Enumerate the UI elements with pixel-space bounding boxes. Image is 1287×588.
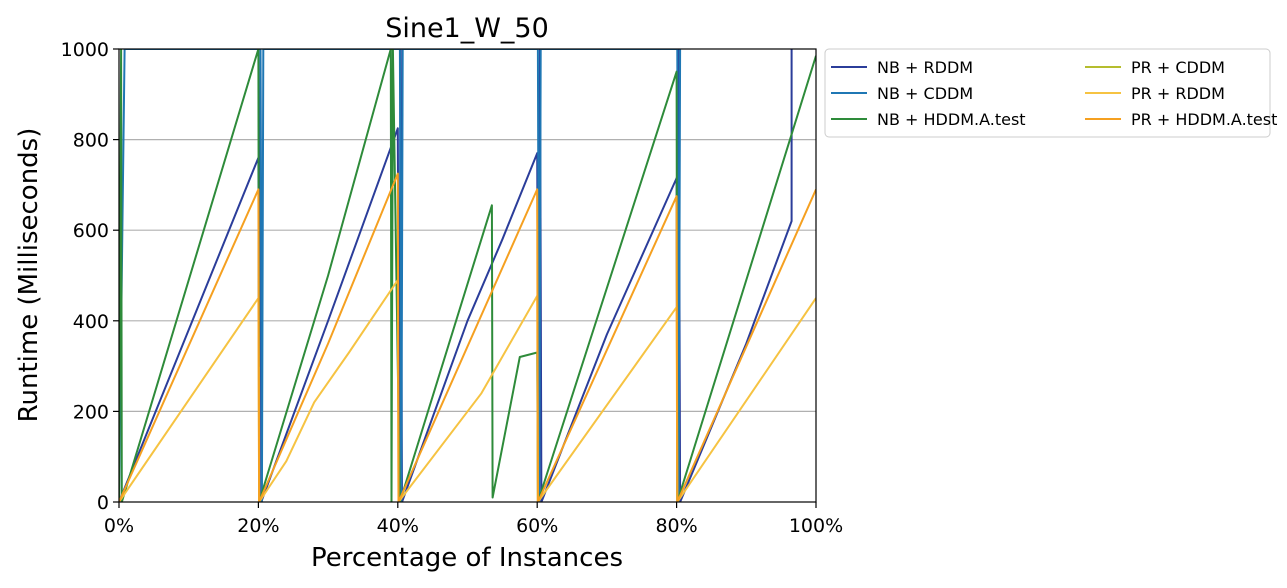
series-line-6 xyxy=(119,172,816,502)
x-tick-label: 40% xyxy=(377,515,419,537)
x-axis-label: Percentage of Instances xyxy=(311,543,623,573)
tick-layer: 0 200 400 600 800 1000 0% 20% 40% 60% 80% 100% xyxy=(61,39,844,537)
series-layer xyxy=(119,49,816,502)
y-tick-label: 400 xyxy=(73,311,109,333)
x-tick-label: 60% xyxy=(516,515,558,537)
x-tick-label: 100% xyxy=(789,515,843,537)
y-tick-label: 600 xyxy=(73,220,109,242)
legend-label: NB + HDDM.A.test xyxy=(877,110,1026,129)
series-line-3 xyxy=(119,49,816,502)
y-tick-label: 0 xyxy=(97,492,109,514)
y-tick-label: 1000 xyxy=(61,39,109,61)
legend-label: PR + RDDM xyxy=(1131,84,1225,103)
x-tick-label: 0% xyxy=(104,515,134,537)
chart-title: Sine1_W_50 xyxy=(385,13,549,44)
legend-label: PR + HDDM.A.test xyxy=(1131,110,1277,129)
x-tick-label: 80% xyxy=(655,515,697,537)
y-tick-label: 800 xyxy=(73,130,109,152)
y-tick-label: 200 xyxy=(73,401,109,423)
legend-label: PR + CDDM xyxy=(1131,58,1225,77)
plot-frame xyxy=(118,48,817,503)
x-tick-label: 20% xyxy=(237,515,279,537)
y-axis-label: Runtime (Milliseconds) xyxy=(14,128,44,423)
legend-box xyxy=(824,48,1271,138)
legend-label: NB + RDDM xyxy=(877,58,973,77)
legend: NB + RDDM NB + CDDM NB + HDDM.A.test PR + C… xyxy=(824,48,1277,138)
legend-label: NB + CDDM xyxy=(877,84,973,103)
